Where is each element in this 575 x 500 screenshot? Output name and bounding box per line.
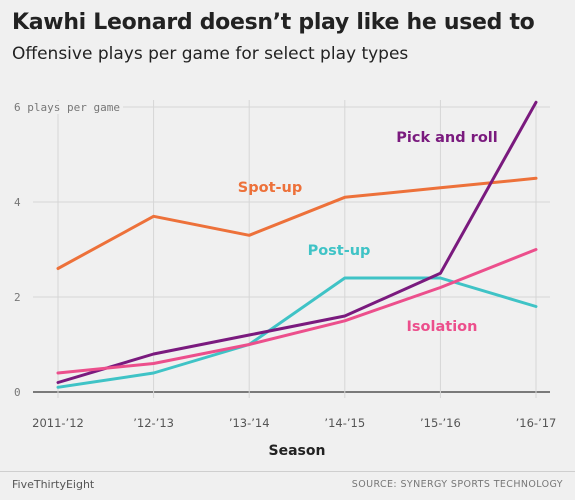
- footer-divider: [0, 471, 575, 472]
- y-tick-label: 4: [14, 196, 21, 209]
- y-tick-label-background: [13, 101, 123, 114]
- y-tick-label: 2: [14, 291, 21, 304]
- series-line-spot-up: [56, 176, 538, 270]
- chart-title: Kawhi Leonard doesn’t play like he used …: [12, 10, 535, 35]
- series-lines: [56, 100, 538, 389]
- chart-subtitle: Offensive plays per game for select play…: [12, 44, 409, 64]
- series-line-pick-and-roll: [56, 100, 538, 384]
- x-tick-label: ’16-’17: [516, 416, 557, 430]
- x-tick-label: ’15-’16: [420, 416, 461, 430]
- y-tick-label: 0: [14, 386, 21, 399]
- x-tick-label: ’14-’15: [324, 416, 365, 430]
- line-chart: 0 2 4 6 plays per game 2011-’12 ’12-’13 ’13-’1…: [13, 100, 556, 459]
- series-label-post-up: Post-up: [308, 243, 371, 259]
- footer-brand: FiveThirtyEight: [12, 478, 95, 491]
- axes: 0 2 4 6 plays per game 2011-’12 ’12-’13 ’13-’1…: [13, 101, 556, 430]
- x-tick-label: ’12-’13: [133, 416, 174, 430]
- series-label-spot-up: Spot-up: [238, 180, 302, 196]
- series-line-isolation: [56, 248, 538, 375]
- x-axis-label: Season: [269, 443, 326, 459]
- x-tick-label: ’13-’14: [229, 416, 270, 430]
- grid-lines: [33, 100, 550, 398]
- series-label-pick-and-roll: Pick and roll: [396, 130, 497, 146]
- x-tick-label: 2011-’12: [32, 416, 84, 430]
- y-tick-label: 6 plays per game: [14, 101, 120, 114]
- series-label-isolation: Isolation: [407, 319, 478, 335]
- footer-source: SOURCE: SYNERGY SPORTS TECHNOLOGY: [351, 479, 563, 490]
- series-labels: Spot-up Post-up Pick and roll Isolation: [238, 130, 498, 335]
